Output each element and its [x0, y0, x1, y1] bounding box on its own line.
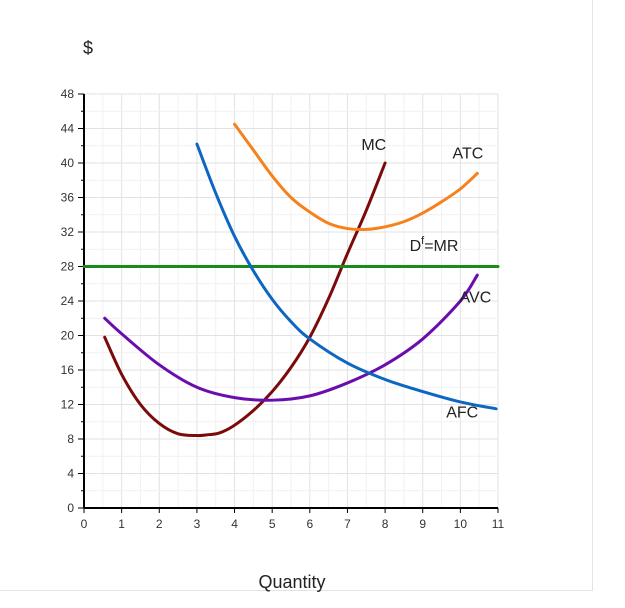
frame-right-border — [592, 0, 593, 590]
x-tick-label: 1 — [118, 517, 125, 531]
x-tick-label: 7 — [344, 517, 351, 531]
y-tick-label: 36 — [61, 191, 75, 205]
x-tick-label: 6 — [306, 517, 313, 531]
y-tick-label: 8 — [67, 432, 74, 446]
label-mc: MC — [361, 137, 386, 154]
y-tick-label: 48 — [61, 87, 75, 101]
series-lines — [82, 122, 500, 438]
series-afc-line — [195, 142, 498, 411]
label-avc: AVC — [460, 290, 492, 307]
label-d-suffix: =MR — [424, 238, 458, 255]
y-tick-label: 28 — [61, 260, 75, 274]
y-tick-label: 4 — [67, 467, 74, 481]
x-tick-label: 9 — [419, 517, 426, 531]
x-tick-label: 4 — [231, 517, 238, 531]
series-avc-line — [103, 273, 479, 402]
x-tick-label: 5 — [269, 517, 276, 531]
x-tick-label: 10 — [454, 517, 468, 531]
y-tick-label: 12 — [61, 398, 75, 412]
series-atc-line — [233, 122, 479, 232]
frame-bottom-border — [0, 590, 593, 591]
y-tick-label: 0 — [67, 501, 74, 515]
y-tick-label: 20 — [61, 329, 75, 343]
label-atc: ATC — [452, 146, 483, 163]
series-mc-line — [103, 161, 387, 438]
y-tick-label: 44 — [61, 122, 75, 136]
y-tick-label: 32 — [61, 225, 75, 239]
label-d-superscript: f — [421, 235, 425, 247]
x-tick-label: 3 — [194, 517, 201, 531]
label-afc: AFC — [446, 404, 478, 421]
x-tick-label: 8 — [382, 517, 389, 531]
x-tick-label: 11 — [492, 517, 505, 531]
label-d: Df=MR — [410, 235, 459, 255]
curve-labels: MC ATC Df=MR AVC AFC — [361, 137, 491, 421]
label-d-main: D — [410, 238, 422, 255]
y-tick-label: 40 — [61, 156, 75, 170]
grid — [83, 93, 499, 509]
x-tick-label: 0 — [81, 517, 88, 531]
y-tick-label: 24 — [61, 294, 75, 308]
x-axis-title: Quantity — [258, 572, 325, 592]
y-axis-title: $ — [83, 38, 93, 58]
y-tick-label: 16 — [61, 363, 75, 377]
x-tick-label: 2 — [156, 517, 163, 531]
